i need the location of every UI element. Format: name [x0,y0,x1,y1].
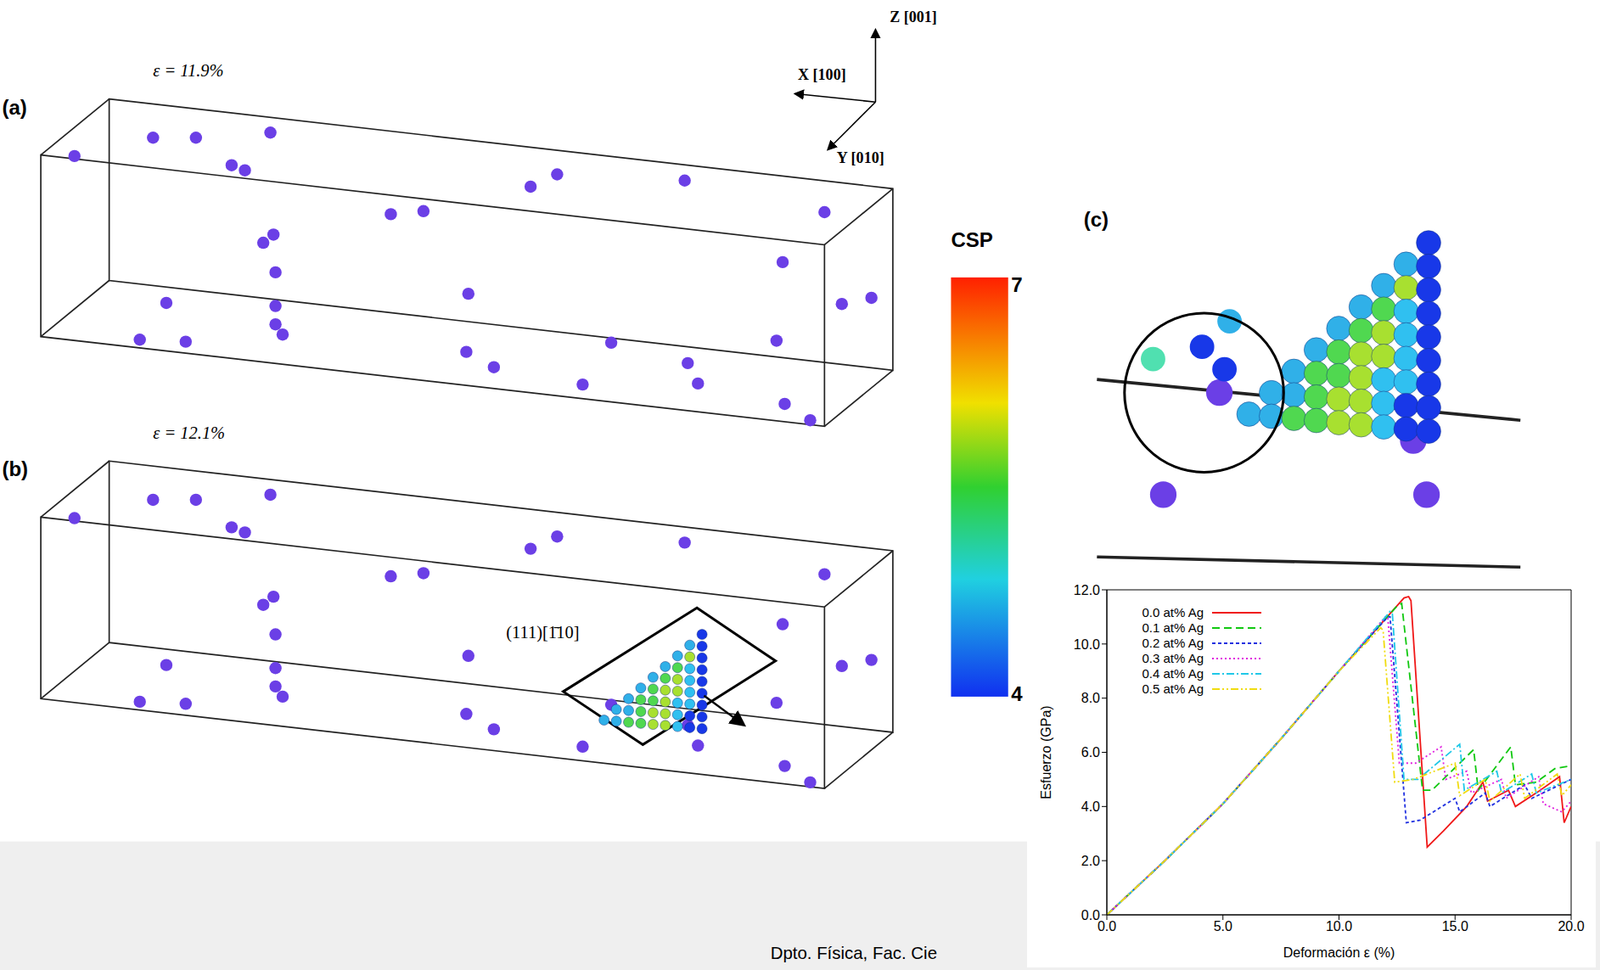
html-text:0.2 at% Ag: 0.2 at% Ag [1141,635,1204,651]
svg-text:6.0: 6.0 [1081,745,1101,760]
svg-text:ε = 11.9%: ε = 11.9% [152,61,224,80]
html-text:0.3 at% Ag: 0.3 at% Ag [1141,651,1204,666]
svg-text:0.0: 0.0 [1097,919,1117,934]
svg-text:4: 4 [1010,682,1023,706]
svg-text:0.0: 0.0 [1081,908,1101,923]
svg-text:Y [010]: Y [010] [836,149,885,167]
svg-text:7: 7 [1010,273,1022,297]
svg-text:(111)[1̄10]: (111)[1̄10] [505,623,579,643]
svg-text:15.0: 15.0 [1442,919,1469,934]
html-text:0.1 at% Ag: 0.1 at% Ag [1141,620,1204,635]
svg-text:ε = 12.1%: ε = 12.1% [152,423,225,443]
svg-text:(b): (b) [1,457,29,481]
svg-text:(c): (c) [1083,207,1109,231]
svg-text:CSP: CSP [950,228,993,252]
svg-text:X [100]: X [100] [797,66,847,84]
svg-text:10.0: 10.0 [1325,919,1353,934]
svg-text:(a): (a) [1,95,27,119]
html-text:0.4 at% Ag: 0.4 at% Ag [1141,666,1204,681]
svg-text:20.0: 20.0 [1557,919,1584,934]
svg-text:2.0: 2.0 [1081,853,1101,869]
html-text:0.5 at% Ag: 0.5 at% Ag [1141,681,1204,697]
svg-text:4.0: 4.0 [1081,799,1101,815]
svg-text:Z [001]: Z [001] [889,8,938,26]
svg-text:5.0: 5.0 [1213,919,1233,934]
svg-text:8.0: 8.0 [1081,690,1101,706]
svg-text:Esfuerzo (GPa): Esfuerzo (GPa) [1038,705,1054,799]
svg-text:12.0: 12.0 [1073,583,1101,598]
svg-text:Deformación ε (%): Deformación ε (%) [1283,945,1396,960]
svg-text:10.0: 10.0 [1073,637,1101,652]
html-text:0.0 at% Ag: 0.0 at% Ag [1141,605,1204,620]
svg-text:Dpto. Física, Fac. Cie: Dpto. Física, Fac. Cie [770,943,938,963]
